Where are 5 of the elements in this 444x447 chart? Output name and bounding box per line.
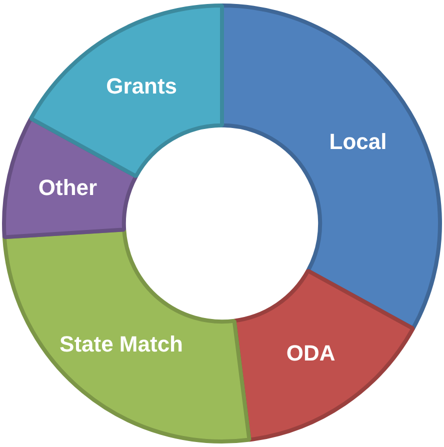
slice-label: Local — [329, 129, 387, 154]
slice-label: Grants — [106, 74, 178, 99]
slice-label: Other — [38, 175, 98, 200]
slice-label: ODA — [286, 340, 336, 366]
slice-label: State Match — [60, 331, 183, 356]
